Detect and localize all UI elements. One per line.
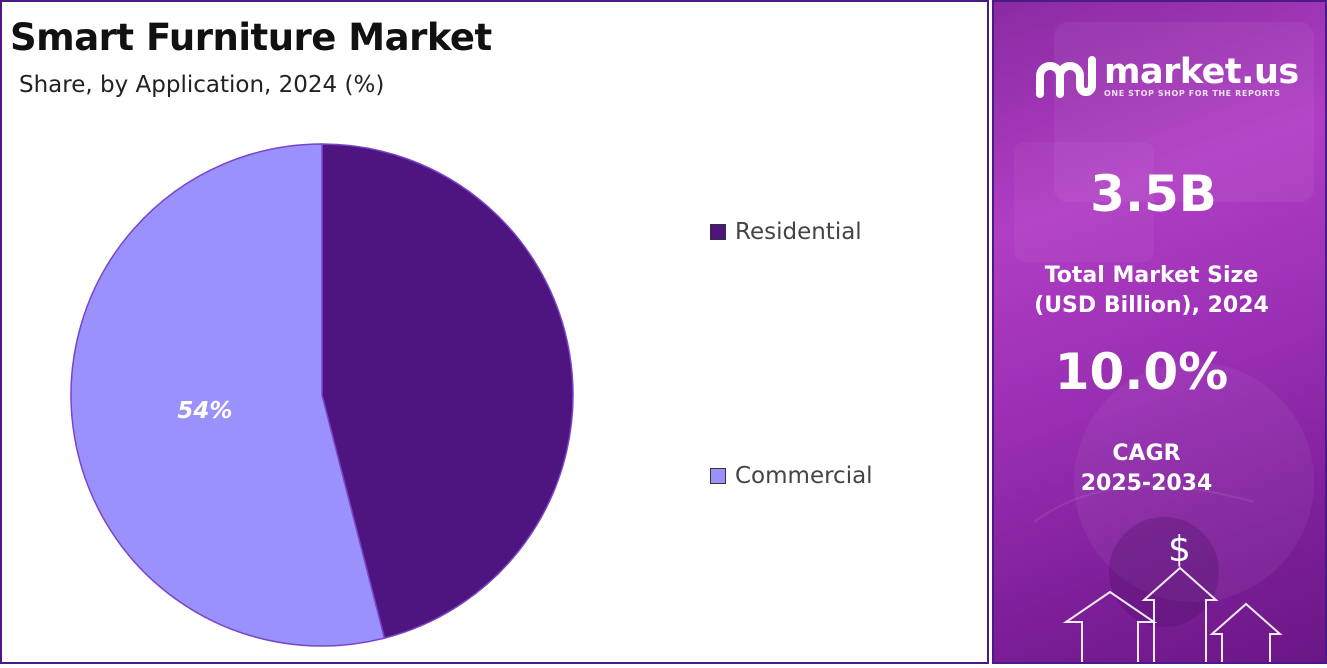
pie-slice-residential: [321, 143, 574, 640]
legend-item-residential: Residential: [710, 217, 862, 247]
summary-panel: market.us ONE STOP SHOP FOR THE REPORTS …: [992, 0, 1327, 664]
cagr-value: 10.0%: [1054, 343, 1229, 401]
chart-title: Smart Furniture Market: [10, 16, 492, 59]
pie-chart: 54%: [70, 143, 574, 647]
legend-swatch-commercial: [710, 468, 726, 484]
market-size-value: 3.5B: [1090, 165, 1217, 223]
logo-mark-icon: [1036, 56, 1096, 98]
logo-text: market.us ONE STOP SHOP FOR THE REPORTS: [1104, 51, 1299, 98]
market-us-logo: market.us ONE STOP SHOP FOR THE REPORTS: [1034, 50, 1299, 102]
pie-data-labels: 54%: [177, 398, 232, 424]
legend-swatch-residential: [710, 224, 726, 240]
legend-label-commercial: Commercial: [735, 463, 873, 489]
chart-subtitle: Share, by Application, 2024 (%): [19, 72, 385, 98]
legend-item-commercial: Commercial: [710, 461, 873, 491]
dollar-icon: $: [1168, 529, 1191, 570]
background-decoration: [1014, 22, 1314, 627]
pie-label-commercial: 54%: [177, 398, 232, 424]
pie-slices: [70, 143, 574, 647]
cagr-label-line1: CAGR: [1112, 441, 1181, 466]
pie-slice-commercial: [70, 143, 386, 647]
logo-tagline: ONE STOP SHOP FOR THE REPORTS: [1104, 88, 1281, 98]
market-size-label-line2: (USD Billion), 2024: [1034, 293, 1269, 318]
legend-label-residential: Residential: [735, 219, 862, 245]
chart-panel: Smart Furniture Market Share, by Applica…: [0, 0, 989, 664]
logo-name: market.us: [1104, 51, 1299, 92]
market-size-label-line1: Total Market Size: [1044, 263, 1259, 288]
growth-arrows-icon: [1062, 566, 1283, 662]
cagr-label-line2: 2025-2034: [1080, 471, 1213, 496]
